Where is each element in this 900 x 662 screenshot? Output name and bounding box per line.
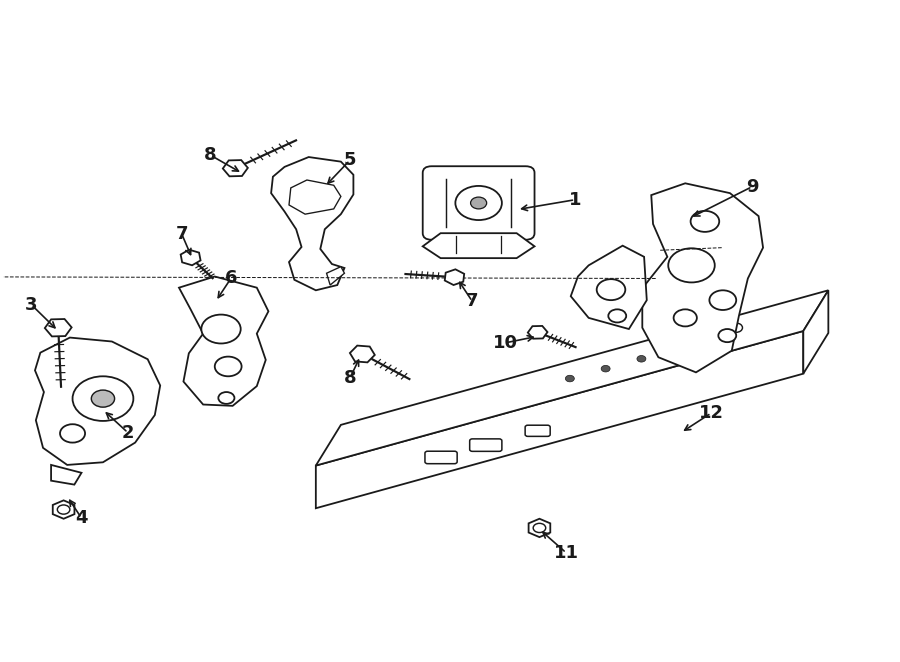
Polygon shape — [35, 338, 160, 465]
Circle shape — [455, 186, 502, 220]
Circle shape — [202, 314, 240, 344]
Polygon shape — [181, 250, 201, 265]
Polygon shape — [45, 319, 72, 336]
Text: 3: 3 — [25, 296, 38, 314]
Polygon shape — [350, 346, 374, 362]
Circle shape — [690, 211, 719, 232]
Circle shape — [533, 524, 545, 532]
Text: 8: 8 — [204, 146, 217, 164]
Circle shape — [73, 376, 133, 421]
Polygon shape — [527, 326, 547, 339]
Text: 7: 7 — [176, 225, 188, 243]
Circle shape — [718, 329, 736, 342]
Polygon shape — [571, 246, 647, 329]
Text: 8: 8 — [344, 369, 356, 387]
Circle shape — [709, 291, 736, 310]
Polygon shape — [289, 180, 341, 214]
Polygon shape — [423, 233, 535, 258]
Polygon shape — [316, 331, 804, 508]
Text: 10: 10 — [493, 334, 518, 352]
Polygon shape — [528, 519, 550, 537]
Text: 4: 4 — [76, 509, 87, 527]
Circle shape — [60, 424, 86, 443]
Circle shape — [219, 392, 234, 404]
Polygon shape — [179, 277, 268, 406]
Circle shape — [91, 390, 114, 407]
Circle shape — [730, 323, 742, 332]
Text: 11: 11 — [554, 544, 579, 562]
FancyBboxPatch shape — [525, 425, 550, 436]
Circle shape — [565, 375, 574, 382]
Polygon shape — [643, 183, 763, 372]
FancyBboxPatch shape — [470, 439, 502, 451]
Text: 9: 9 — [746, 177, 759, 195]
Circle shape — [601, 365, 610, 372]
Circle shape — [58, 505, 70, 514]
FancyBboxPatch shape — [423, 166, 535, 240]
Circle shape — [685, 333, 698, 342]
Circle shape — [668, 248, 715, 283]
Polygon shape — [271, 157, 354, 291]
Polygon shape — [316, 291, 828, 465]
Polygon shape — [445, 269, 464, 285]
Polygon shape — [223, 160, 248, 176]
Text: 5: 5 — [344, 152, 356, 169]
Text: 7: 7 — [466, 293, 479, 310]
Text: 6: 6 — [225, 269, 237, 287]
Text: 12: 12 — [698, 404, 724, 422]
Circle shape — [215, 357, 241, 376]
Circle shape — [673, 309, 697, 326]
FancyBboxPatch shape — [425, 451, 457, 463]
Circle shape — [637, 355, 646, 362]
Circle shape — [597, 279, 626, 300]
Circle shape — [471, 197, 487, 209]
Text: 2: 2 — [122, 424, 134, 442]
Polygon shape — [804, 291, 828, 373]
Polygon shape — [327, 267, 345, 285]
Circle shape — [608, 309, 626, 322]
Polygon shape — [51, 465, 82, 485]
Text: 1: 1 — [569, 191, 581, 209]
Polygon shape — [53, 500, 75, 519]
